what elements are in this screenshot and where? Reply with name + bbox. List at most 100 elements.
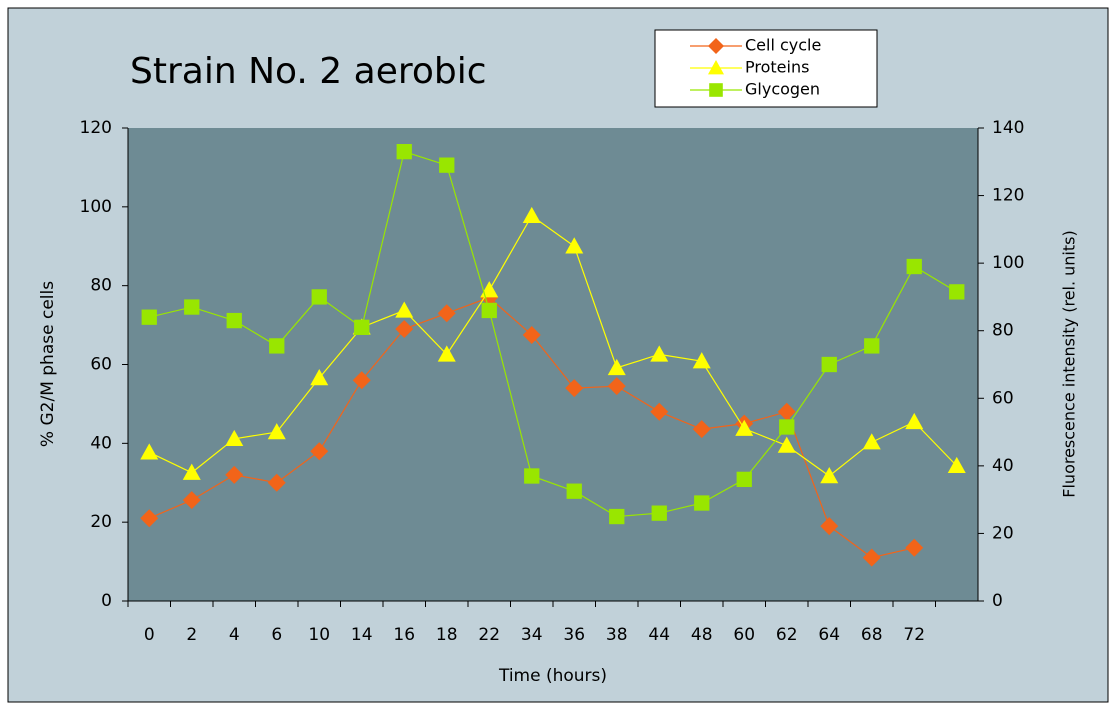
series-line <box>149 150 958 518</box>
marker <box>310 442 329 461</box>
legend-label: Proteins <box>745 58 809 77</box>
marker <box>905 412 924 430</box>
marker <box>182 491 201 510</box>
y2-tick-label: 120 <box>992 186 1024 206</box>
x-tick-label: 18 <box>436 625 458 645</box>
x-tick-label: 60 <box>733 625 755 645</box>
marker <box>395 320 414 339</box>
marker <box>650 402 669 421</box>
x-tick-label: 14 <box>351 625 373 645</box>
marker <box>182 463 201 480</box>
marker <box>735 419 754 436</box>
y2-tick-label: 60 <box>992 388 1014 408</box>
legend-marker <box>708 60 724 75</box>
marker <box>524 468 540 484</box>
marker <box>396 144 412 160</box>
marker <box>820 466 839 484</box>
y2-tick-label: 140 <box>992 118 1024 138</box>
marker <box>565 237 584 254</box>
marker <box>225 465 244 484</box>
marker <box>310 369 329 386</box>
x-tick-label: 0 <box>144 625 155 645</box>
series-line <box>148 214 958 477</box>
legend-marker <box>709 83 723 97</box>
x-tick-label: 22 <box>478 625 500 645</box>
marker <box>862 548 881 567</box>
marker <box>905 538 924 557</box>
marker <box>439 157 455 173</box>
y-tick-label: 60 <box>90 355 112 375</box>
y2-tick-label: 80 <box>992 321 1014 341</box>
marker <box>226 312 242 329</box>
marker <box>692 352 711 369</box>
x-tick-label: 4 <box>229 625 240 645</box>
x-tick-label: 6 <box>271 625 282 645</box>
x-tick-label: 44 <box>648 625 670 645</box>
marker <box>862 433 881 450</box>
marker <box>694 495 710 511</box>
marker <box>522 325 541 344</box>
legend-label: Cell cycle <box>745 36 821 55</box>
marker <box>311 289 327 305</box>
legend-marker <box>708 38 724 54</box>
marker <box>779 419 795 435</box>
marker <box>609 508 625 525</box>
x-tick-label: 62 <box>776 625 798 645</box>
marker <box>692 420 711 439</box>
marker <box>184 299 200 315</box>
y2-tick-label: 20 <box>992 523 1014 543</box>
marker <box>607 358 626 376</box>
x-tick-label: 68 <box>861 625 883 645</box>
marker <box>354 319 370 335</box>
x-tick-label: 64 <box>818 625 840 645</box>
y2-tick-label: 100 <box>992 253 1024 273</box>
marker <box>777 402 796 421</box>
marker <box>437 304 456 323</box>
marker <box>736 471 752 488</box>
x-tick-label: 36 <box>563 625 585 645</box>
x-tick-label: 16 <box>393 625 415 645</box>
marker <box>607 377 626 396</box>
marker <box>269 338 285 354</box>
legend-label: Glycogen <box>745 80 820 99</box>
chart-title: Strain No. 2 aerobic <box>130 51 487 92</box>
marker <box>140 509 159 528</box>
y-tick-label: 20 <box>90 512 112 532</box>
marker <box>651 505 667 521</box>
marker <box>140 443 159 460</box>
x-tick-label: 34 <box>521 625 543 645</box>
marker <box>481 302 497 319</box>
x-axis-label: Time (hours) <box>498 666 607 686</box>
y-tick-label: 100 <box>80 197 112 217</box>
x-tick-label: 10 <box>308 625 330 645</box>
y2-tick-label: 40 <box>992 456 1014 476</box>
marker <box>141 309 157 325</box>
x-tick-label: 38 <box>606 625 628 645</box>
y2-tick-label: 0 <box>992 591 1003 611</box>
marker <box>777 436 796 453</box>
marker <box>949 284 965 300</box>
y-tick-label: 40 <box>90 433 112 453</box>
x-tick-label: 72 <box>903 625 925 645</box>
plot-area <box>128 128 978 601</box>
marker <box>522 206 541 224</box>
marker <box>437 345 456 362</box>
marker <box>947 456 966 474</box>
marker <box>821 356 837 373</box>
y-tick-label: 80 <box>90 276 112 296</box>
marker <box>395 301 414 318</box>
marker <box>352 371 371 390</box>
marker <box>565 379 584 398</box>
marker <box>820 517 839 536</box>
marker <box>864 338 880 354</box>
y2-axis-label: Fluorescence intensity (rel. units) <box>1060 230 1079 497</box>
y-axis-label: % G2/M phase cells <box>38 281 58 447</box>
x-tick-label: 48 <box>691 625 713 645</box>
marker <box>225 429 244 447</box>
marker <box>566 483 582 499</box>
marker <box>267 423 286 440</box>
marker <box>267 473 286 492</box>
x-tick-label: 2 <box>186 625 197 645</box>
marker <box>650 345 669 362</box>
